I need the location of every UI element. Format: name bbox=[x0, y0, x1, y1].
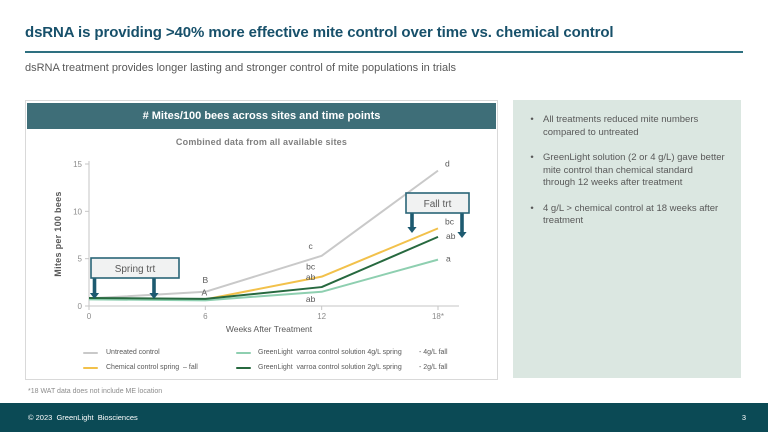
mite-chart-card: # Mites/100 bees across sites and time p… bbox=[25, 100, 498, 380]
page-number: 3 bbox=[741, 413, 746, 422]
series-line bbox=[88, 169, 439, 300]
bullet-text: 4 g/L > chemical control at 18 weeks aft… bbox=[543, 202, 719, 227]
legend-swatch bbox=[83, 352, 98, 354]
legend-suffix: - 2g/L fall bbox=[419, 364, 448, 371]
x-axis-title: Weeks After Treatment bbox=[226, 324, 313, 334]
sidebar-bullet: • All treatments reduced mite numbers com… bbox=[521, 114, 725, 139]
chart-subtitle: Combined data from all available sites bbox=[175, 137, 348, 147]
title-divider bbox=[25, 51, 743, 53]
legend-swatch bbox=[236, 352, 251, 354]
chart-legend: Untreated control GreenLight varroa contr… bbox=[26, 345, 499, 379]
significance-letter: a bbox=[446, 254, 451, 264]
significance-letter: ab bbox=[306, 294, 316, 304]
significance-letter: d bbox=[445, 159, 450, 169]
page-subtitle: dsRNA treatment provides longer lasting … bbox=[25, 62, 457, 74]
key-takeaways-panel: • All treatments reduced mite numbers com… bbox=[513, 100, 741, 378]
bullet-dot-icon: • bbox=[530, 114, 534, 125]
x-tick-label: 12 bbox=[317, 312, 326, 321]
y-tick-label: 10 bbox=[73, 207, 82, 216]
significance-letter: c bbox=[309, 241, 314, 251]
treatment-arrowhead-icon bbox=[149, 293, 159, 299]
footer-copyright: © 2023 GreenLight Biosciences bbox=[28, 413, 138, 422]
bullet-dot-icon: • bbox=[530, 202, 534, 214]
legend-label: GreenLight varroa control solution 2g/L … bbox=[258, 364, 402, 371]
sidebar-bullet: • 4 g/L > chemical control at 18 weeks af… bbox=[521, 203, 725, 228]
x-tick-label: 6 bbox=[203, 312, 208, 321]
chart-svg: 0 5 10 15 0 6 12 18* Weeks After Treatment Bc d bc b… bbox=[73, 159, 470, 334]
x-tick-label: 18* bbox=[432, 312, 444, 321]
legend-swatch bbox=[236, 367, 251, 369]
fall-treatment-box bbox=[405, 192, 470, 214]
footer-bar: © 2023 GreenLight Biosciences 3 bbox=[0, 403, 768, 432]
treatment-arrowhead-icon bbox=[89, 293, 100, 299]
legend-label: GreenLight varroa control solution 4g/L … bbox=[258, 349, 402, 356]
significance-letter: A bbox=[201, 287, 207, 297]
legend-label: Untreated control bbox=[106, 349, 160, 356]
treatment-arrowhead-icon bbox=[457, 232, 467, 238]
legend-label: Chemical control spring – fall bbox=[106, 364, 198, 371]
significance-letter: B bbox=[202, 275, 208, 285]
page-title: dsRNA is providing >40% more effective m… bbox=[25, 24, 614, 41]
y-tick-label: 0 bbox=[78, 302, 83, 311]
legend-suffix: - 4g/L fall bbox=[419, 349, 448, 356]
significance-letter: bc bbox=[306, 262, 316, 272]
bullet-text: All treatments reduced mite numbers comp… bbox=[543, 114, 699, 138]
treatment-arrowhead-icon bbox=[407, 227, 417, 233]
y-tick-label: 5 bbox=[78, 255, 83, 264]
series-line bbox=[88, 235, 439, 300]
footnote: *18 WAT data does not include ME locatio… bbox=[28, 388, 163, 395]
significance-letter: ab bbox=[306, 272, 316, 282]
fall-treatment-label: Fall trt bbox=[424, 199, 452, 210]
bullet-dot-icon: • bbox=[530, 152, 534, 164]
significance-letter: bc bbox=[445, 216, 455, 226]
spring-treatment-box bbox=[90, 257, 180, 279]
significance-letter: ab bbox=[446, 231, 456, 241]
spring-treatment-label: Spring trt bbox=[115, 264, 156, 275]
bullet-text: GreenLight solution (2 or 4 g/L) gave be… bbox=[543, 152, 725, 189]
series-line bbox=[88, 258, 439, 302]
y-tick-label: 15 bbox=[73, 160, 82, 169]
sidebar-bullet: • GreenLight solution (2 or 4 g/L) gave b… bbox=[521, 152, 725, 190]
x-tick-label: 0 bbox=[87, 312, 92, 321]
chart-title-bar: # Mites/100 bees across sites and time p… bbox=[27, 103, 496, 129]
legend-swatch bbox=[83, 367, 98, 369]
